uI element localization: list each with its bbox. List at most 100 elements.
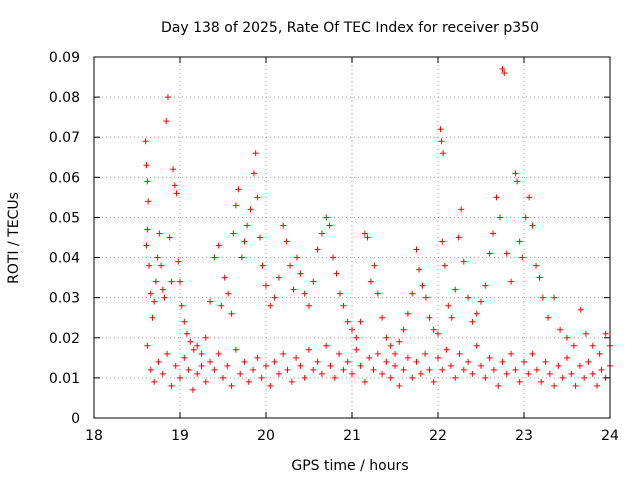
data-point — [516, 238, 523, 245]
data-point — [333, 270, 340, 277]
data-point — [211, 254, 218, 261]
data-point — [539, 294, 546, 301]
data-point — [501, 70, 508, 77]
data-point — [220, 374, 226, 381]
data-point — [387, 342, 394, 349]
data-point — [198, 362, 205, 369]
data-point — [187, 338, 194, 345]
data-point — [526, 194, 533, 201]
data-point — [155, 358, 162, 365]
data-point — [232, 346, 239, 353]
data-point — [430, 378, 437, 385]
data-point — [144, 178, 151, 185]
data-points — [142, 66, 613, 393]
data-point — [370, 366, 377, 373]
data-point — [582, 330, 589, 337]
data-point — [551, 382, 558, 389]
data-point — [383, 358, 390, 365]
data-point — [172, 362, 179, 369]
data-point — [275, 370, 282, 377]
data-point — [367, 278, 374, 285]
data-point — [445, 302, 452, 309]
data-point — [254, 354, 261, 361]
data-point — [144, 226, 151, 233]
data-point — [542, 358, 549, 365]
data-point — [142, 138, 149, 145]
data-point — [426, 366, 433, 373]
data-point — [404, 354, 411, 361]
data-point — [198, 350, 205, 357]
data-point — [458, 206, 465, 213]
data-point — [426, 314, 433, 321]
data-point — [250, 366, 257, 373]
data-point — [168, 278, 175, 285]
data-point — [336, 350, 343, 357]
data-point — [349, 370, 355, 377]
data-point — [318, 370, 325, 377]
data-point — [366, 354, 373, 361]
data-point — [143, 162, 150, 169]
data-point — [439, 238, 446, 245]
data-point — [267, 382, 274, 389]
data-point — [235, 186, 242, 193]
data-point — [519, 254, 526, 261]
data-point — [166, 234, 173, 241]
data-point — [330, 254, 337, 261]
data-point — [244, 222, 251, 229]
data-point — [146, 262, 153, 269]
data-point — [448, 314, 455, 321]
data-point — [189, 386, 196, 393]
data-point — [551, 294, 558, 301]
data-point — [589, 370, 596, 377]
data-point — [159, 286, 166, 293]
x-axis-label: GPS time / hours — [291, 458, 408, 474]
data-point — [202, 334, 209, 341]
data-point — [400, 366, 407, 373]
data-point — [207, 358, 214, 365]
data-point — [371, 262, 378, 269]
data-point — [602, 330, 609, 337]
data-point — [238, 254, 245, 261]
data-point — [293, 354, 300, 361]
data-point — [478, 298, 484, 305]
data-point — [387, 374, 394, 381]
data-point — [416, 266, 423, 273]
data-point — [493, 194, 500, 201]
data-point — [594, 382, 601, 389]
data-point — [258, 374, 265, 381]
data-point — [430, 326, 437, 333]
data-point — [310, 366, 317, 373]
data-point — [404, 310, 411, 317]
data-point — [178, 302, 185, 309]
data-point — [486, 250, 493, 257]
data-point — [357, 318, 364, 325]
y-tick-label: 0.08 — [49, 90, 80, 106]
data-point — [598, 366, 605, 373]
data-point — [271, 358, 278, 365]
data-point — [482, 374, 489, 381]
data-point — [516, 378, 523, 385]
x-tick-label: 20 — [257, 428, 275, 444]
data-point — [245, 378, 252, 385]
data-point — [327, 362, 334, 369]
data-point — [496, 214, 503, 221]
data-point — [521, 358, 527, 365]
data-point — [413, 246, 420, 253]
data-point — [486, 354, 493, 361]
data-point — [460, 366, 467, 373]
data-point — [438, 138, 445, 145]
data-point — [396, 338, 403, 345]
data-point — [170, 166, 177, 173]
data-point — [596, 350, 603, 357]
data-point — [400, 326, 407, 333]
data-point — [379, 314, 386, 321]
data-point — [340, 302, 347, 309]
data-point — [207, 298, 214, 305]
data-point — [344, 318, 351, 325]
x-tick-labels: 18 19 20 21 22 23 24 — [85, 428, 619, 444]
data-point — [241, 238, 248, 245]
data-point — [577, 306, 584, 313]
data-point — [469, 370, 476, 377]
data-point — [490, 366, 497, 373]
data-point — [215, 242, 222, 249]
